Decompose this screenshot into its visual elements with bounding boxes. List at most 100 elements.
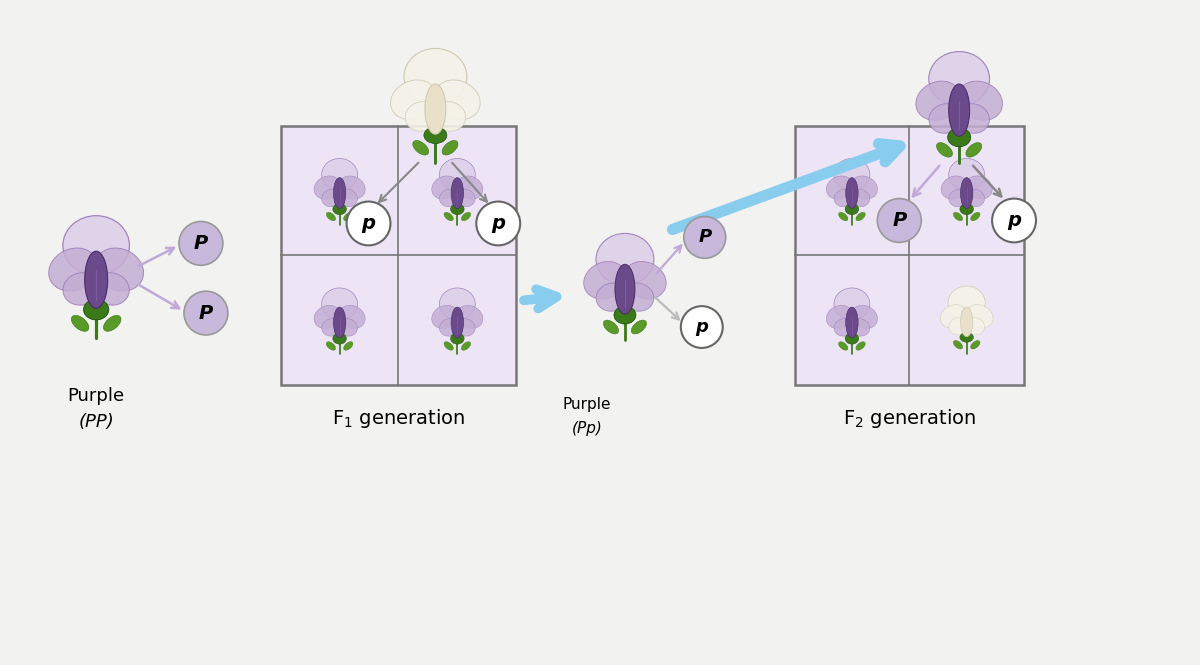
- Ellipse shape: [456, 319, 475, 336]
- Ellipse shape: [456, 305, 482, 329]
- Ellipse shape: [631, 320, 647, 334]
- Ellipse shape: [839, 212, 848, 221]
- Ellipse shape: [322, 288, 358, 320]
- Ellipse shape: [948, 286, 985, 319]
- Ellipse shape: [971, 212, 980, 221]
- Ellipse shape: [450, 333, 464, 344]
- Ellipse shape: [439, 158, 475, 191]
- Ellipse shape: [434, 80, 480, 120]
- Ellipse shape: [949, 190, 968, 207]
- Ellipse shape: [406, 102, 438, 131]
- Ellipse shape: [850, 319, 870, 336]
- Ellipse shape: [71, 315, 89, 331]
- FancyBboxPatch shape: [281, 126, 516, 385]
- Ellipse shape: [451, 178, 463, 209]
- Ellipse shape: [84, 299, 109, 320]
- Ellipse shape: [444, 212, 454, 221]
- Ellipse shape: [95, 248, 144, 291]
- Ellipse shape: [846, 178, 858, 209]
- Ellipse shape: [442, 140, 458, 155]
- Ellipse shape: [343, 342, 353, 350]
- Ellipse shape: [941, 176, 967, 199]
- Text: Purple: Purple: [67, 387, 125, 405]
- Ellipse shape: [916, 81, 960, 120]
- Ellipse shape: [834, 190, 853, 207]
- Ellipse shape: [834, 319, 853, 336]
- Ellipse shape: [85, 251, 108, 309]
- Ellipse shape: [338, 305, 365, 329]
- Ellipse shape: [461, 212, 470, 221]
- Ellipse shape: [326, 342, 336, 350]
- Circle shape: [877, 199, 922, 242]
- Ellipse shape: [338, 176, 365, 199]
- Ellipse shape: [834, 288, 870, 320]
- Ellipse shape: [604, 320, 618, 334]
- Ellipse shape: [64, 273, 100, 305]
- Ellipse shape: [596, 233, 654, 285]
- Circle shape: [184, 291, 228, 335]
- Ellipse shape: [404, 49, 467, 105]
- Ellipse shape: [936, 142, 953, 157]
- Ellipse shape: [103, 315, 121, 331]
- Ellipse shape: [425, 84, 446, 134]
- Circle shape: [684, 217, 726, 258]
- Ellipse shape: [960, 332, 973, 342]
- Ellipse shape: [940, 305, 967, 328]
- Ellipse shape: [953, 340, 962, 349]
- Ellipse shape: [326, 212, 336, 221]
- Text: F$_2$ generation: F$_2$ generation: [842, 407, 976, 430]
- Ellipse shape: [334, 307, 346, 338]
- Ellipse shape: [583, 261, 626, 299]
- Ellipse shape: [845, 203, 859, 215]
- Ellipse shape: [960, 307, 973, 336]
- Ellipse shape: [390, 80, 436, 120]
- Ellipse shape: [332, 203, 347, 215]
- Ellipse shape: [960, 203, 973, 215]
- Ellipse shape: [965, 317, 984, 335]
- Ellipse shape: [839, 342, 848, 350]
- Circle shape: [992, 199, 1036, 242]
- Ellipse shape: [432, 305, 458, 329]
- Ellipse shape: [958, 81, 1002, 120]
- Ellipse shape: [614, 306, 636, 324]
- Ellipse shape: [596, 283, 628, 311]
- Ellipse shape: [948, 128, 971, 147]
- Ellipse shape: [851, 176, 877, 199]
- Ellipse shape: [413, 140, 428, 155]
- Ellipse shape: [956, 104, 990, 133]
- Text: p: p: [361, 214, 376, 233]
- Ellipse shape: [960, 178, 973, 209]
- Ellipse shape: [338, 319, 358, 336]
- Ellipse shape: [439, 319, 460, 336]
- Text: P: P: [698, 228, 712, 247]
- Ellipse shape: [614, 264, 635, 314]
- Ellipse shape: [456, 176, 482, 199]
- Ellipse shape: [929, 52, 990, 106]
- Text: p: p: [491, 214, 505, 233]
- Ellipse shape: [850, 190, 870, 207]
- Ellipse shape: [456, 190, 475, 207]
- Ellipse shape: [929, 104, 962, 133]
- Ellipse shape: [322, 158, 358, 191]
- Ellipse shape: [949, 158, 984, 191]
- Ellipse shape: [856, 342, 865, 350]
- Ellipse shape: [965, 190, 984, 207]
- Text: Purple: Purple: [563, 397, 611, 412]
- Ellipse shape: [432, 176, 458, 199]
- Ellipse shape: [966, 305, 994, 328]
- Text: F$_1$ generation: F$_1$ generation: [332, 407, 466, 430]
- Ellipse shape: [444, 342, 454, 350]
- Ellipse shape: [62, 215, 130, 275]
- Ellipse shape: [966, 142, 982, 157]
- Ellipse shape: [450, 203, 464, 215]
- Ellipse shape: [856, 212, 865, 221]
- Ellipse shape: [851, 305, 877, 329]
- Ellipse shape: [432, 102, 466, 131]
- Text: P: P: [199, 304, 214, 323]
- Ellipse shape: [971, 340, 980, 349]
- Ellipse shape: [332, 333, 347, 344]
- Ellipse shape: [827, 176, 853, 199]
- Text: (Pp): (Pp): [571, 421, 602, 436]
- Ellipse shape: [49, 248, 97, 291]
- Ellipse shape: [953, 212, 962, 221]
